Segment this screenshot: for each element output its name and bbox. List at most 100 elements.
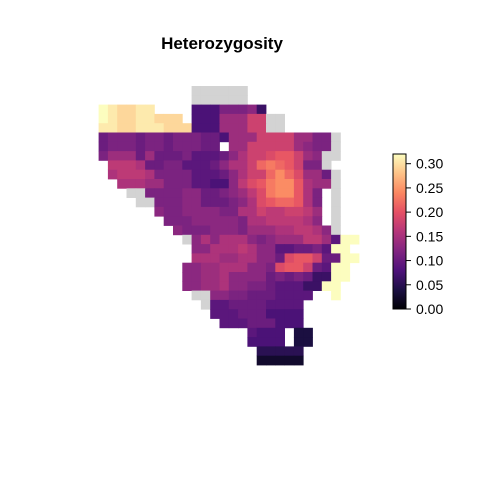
heatmap-cell (200, 123, 211, 133)
heatmap-cell (238, 197, 248, 208)
heatmap-cell (312, 234, 323, 245)
heatmap-cell (275, 262, 285, 273)
heatmap-cell (163, 206, 174, 217)
na-cell (219, 95, 230, 105)
heatmap-cell (275, 346, 285, 357)
na-cell (210, 95, 220, 105)
heatmap-cell (266, 197, 276, 208)
heatmap-cell (275, 290, 285, 301)
heatmap-cell (312, 206, 323, 217)
heatmap-cell (312, 281, 323, 291)
legend-tick-label: 0.20 (416, 204, 443, 220)
heatmap-cell (238, 290, 248, 301)
heatmap-cell (154, 206, 165, 217)
heatmap-cell (256, 188, 267, 198)
heatmap-cell (145, 104, 155, 115)
heatmap-cell (275, 179, 285, 189)
heatmap-cell (135, 160, 146, 171)
heatmap-cell (98, 141, 109, 152)
heatmap-cell (256, 337, 267, 347)
heatmap-cell (191, 262, 202, 273)
heatmap-cell (247, 309, 258, 319)
na-cell (331, 179, 341, 189)
heatmap-cell (256, 272, 267, 282)
heatmap-cell (98, 132, 109, 143)
heatmap-cell (340, 262, 351, 273)
heatmap-cell (210, 299, 220, 310)
heatmap-cell (293, 188, 304, 198)
heatmap-cell (303, 169, 313, 180)
heatmap-cell (256, 160, 267, 171)
heatmap-cell (154, 160, 165, 171)
heatmap-cell (312, 262, 323, 273)
heatmap-cell (210, 141, 220, 152)
heatmap-cell (256, 206, 267, 217)
heatmap-cell (154, 123, 165, 133)
heatmap-cell (293, 132, 304, 143)
heatmap-cell (154, 132, 165, 143)
heatmap-cell (238, 262, 248, 273)
na-cell (219, 86, 230, 96)
heatmap-cell (247, 123, 258, 133)
heatmap-cell (228, 290, 239, 301)
heatmap-cell (173, 160, 183, 171)
heatmap-cell (145, 151, 155, 161)
heatmap-cell (210, 169, 220, 180)
heatmap-cell (247, 281, 258, 291)
heatmap-cell (228, 169, 239, 180)
heatmap-cell (247, 169, 258, 180)
heatmap-cell (210, 104, 220, 115)
heatmap-cell (275, 206, 285, 217)
heatmap-cell (238, 309, 248, 319)
heatmap-cell (238, 234, 248, 245)
heatmap-cell (145, 169, 155, 180)
heatmap-cell (321, 253, 332, 264)
heatmap-cell (284, 197, 295, 208)
heatmap-cell (284, 216, 295, 226)
heatmap-cell (247, 188, 258, 198)
heatmap-cell (247, 113, 258, 124)
heatmap-cell (303, 290, 313, 301)
heatmap-cell (238, 244, 248, 254)
heatmap-cell (303, 197, 313, 208)
heatmap-cell (284, 234, 295, 245)
heatmap-cell (154, 141, 165, 152)
heatmap-cell (238, 188, 248, 198)
na-cell (228, 86, 239, 96)
heatmap-cell (228, 262, 239, 273)
heatmap-cell (182, 272, 192, 282)
heatmap-cell (293, 206, 304, 217)
heatmap-cell (191, 188, 202, 198)
heatmap-cell (210, 281, 220, 291)
heatmap-cell (107, 151, 118, 161)
heatmap-cell (312, 216, 323, 226)
heatmap-cell (275, 141, 285, 152)
heatmap-cell (163, 123, 174, 133)
heatmap-cell (293, 151, 304, 161)
heatmap-cell (331, 253, 341, 264)
heatmap-cell (200, 272, 211, 282)
na-cell (238, 86, 248, 96)
heatmap-cell (321, 234, 332, 245)
heatmap-cell (210, 290, 220, 301)
heatmap-cell (303, 216, 313, 226)
heatmap-cell (312, 160, 323, 171)
heatmap-cell (275, 188, 285, 198)
heatmap-cell (256, 132, 267, 143)
heatmap-cell (293, 299, 304, 310)
heatmap-cell (303, 160, 313, 171)
heatmap-cell (191, 253, 202, 264)
heatmap-cell (293, 337, 304, 347)
heatmap-cell (117, 132, 127, 143)
heatmap-cell (228, 197, 239, 208)
heatmap-cell (256, 113, 267, 124)
heatmap-cell (293, 234, 304, 245)
heatmap-cell (173, 197, 183, 208)
heatmap-cell (210, 253, 220, 264)
na-cell (331, 132, 341, 143)
heatmap-cell (145, 113, 155, 124)
heatmap-cell (191, 234, 202, 245)
heatmap-cell (200, 169, 211, 180)
heatmap-cell (312, 197, 323, 208)
heatmap-cell (247, 244, 258, 254)
